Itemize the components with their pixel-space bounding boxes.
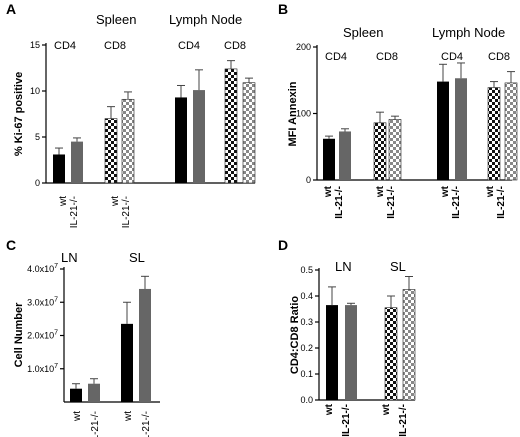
panel-b-xtick-4: IL-21-/- [386, 186, 397, 219]
panel-a-bar-1 [53, 154, 65, 183]
panel-b-ylabel: MFI Annexin [287, 81, 299, 146]
panel-a-subgroup-4: CD8 [224, 40, 246, 52]
panel-b-group-lymph-node: Lymph Node [432, 25, 505, 40]
panel-d-letter: D [278, 237, 288, 253]
panel-c-ytick-label-4: 1.0x107 [27, 363, 58, 374]
panel-a-group-lymph-node: Lymph Node [169, 12, 242, 27]
panel-b-bar-6 [455, 78, 467, 180]
panel-b-xtick-3: wt [375, 185, 386, 198]
panel-d-ylabel: CD4:CD8 Ratio [289, 296, 301, 375]
panel-b-xtick-1: wt [323, 185, 334, 198]
panel-d-group-sl: SL [390, 259, 406, 274]
panel-c-ytick-label-1: 4.0x107 [27, 263, 58, 274]
panel-d-xtick-2: IL-21-/- [341, 404, 352, 437]
panel-d-bar-1 [326, 305, 338, 400]
panel-c-xtick-3: wt [123, 411, 134, 422]
panel-c-group-ln: LN [61, 250, 78, 265]
chart-marks: 0 5 10 15 0 100 200 4.0x107 3.0x107 2.0x107 1.0x10… [27, 40, 518, 405]
panel-a-xtick-4: IL-21-/- [121, 196, 132, 228]
panel-a-subgroup-1: CD4 [54, 40, 76, 52]
panel-b-xtick-5: wt [440, 185, 451, 198]
panel-d-group-ln: LN [335, 259, 352, 274]
panel-a-xtick-1: wt [58, 196, 69, 207]
panel-d-xtick-4: IL-21-/- [398, 404, 409, 437]
panel-a: A Spleen Lymph Node CD4 CD8 CD4 CD8 % Ki… [6, 1, 246, 228]
panel-a-bar-6 [193, 90, 205, 183]
panel-a-ytick-label-3: 10 [30, 86, 40, 96]
panel-b-subgroup-3: CD4 [441, 51, 463, 63]
panel-a-ytick-label-1: 0 [35, 178, 40, 188]
panel-c-group-sl: SL [129, 250, 145, 265]
panel-d-xtick-1: wt [324, 403, 335, 416]
panel-b-xtick-7: wt [485, 185, 496, 198]
panel-a-bar-8 [242, 82, 256, 184]
panel-c-bar-2 [88, 383, 100, 402]
panel-c-bar-3 [121, 323, 133, 402]
panel-a-ytick-label-4: 15 [30, 40, 40, 50]
panel-a-bar-2 [71, 141, 83, 183]
panel-b-bar-1 [323, 138, 335, 180]
panel-b-bar-2 [339, 131, 351, 180]
panel-d-ytick-label-5: 0.4 [300, 291, 313, 301]
panel-c-letter: C [6, 237, 16, 253]
panel-d-xtick-3: wt [381, 403, 392, 416]
panel-d-ytick-label-2: 0.1 [300, 369, 313, 379]
panel-b-bar-4 [388, 119, 402, 181]
panel-c-xtick-1: wt [72, 411, 83, 422]
panel-b-ytick-label-2: 100 [296, 109, 311, 119]
panel-a-ylabel: % Ki-67 positive [13, 72, 25, 156]
panel-a-xtick-2: IL-21-/- [69, 196, 80, 228]
panel-a-subgroup-3: CD4 [178, 40, 200, 52]
panel-a-xtick-3: wt [110, 196, 121, 207]
panel-d-ytick-label-4: 0.3 [300, 317, 313, 327]
panel-c-bar-1 [70, 388, 82, 402]
panel-c: C LN SL Cell Number wt IL-21-/- wt IL-21… [6, 237, 152, 437]
panel-b-xtick-8: IL-21-/- [496, 186, 507, 219]
panel-b-bar-8 [504, 82, 518, 181]
panel-a-bar-3 [104, 118, 118, 184]
panel-c-bar-4 [139, 288, 151, 402]
panel-b-bar-3 [373, 122, 387, 181]
panel-b-subgroup-2: CD8 [376, 51, 398, 63]
panel-d: D LN SL CD4:CD8 Ratio wt IL-21-/- wt IL-… [278, 237, 409, 437]
panel-a-subgroup-2: CD8 [104, 40, 126, 52]
panel-b-ytick-label-3: 200 [296, 42, 311, 52]
panel-d-bar-3 [384, 307, 398, 401]
panel-c-ylabel: Cell Number [13, 302, 25, 368]
panel-b-letter: B [278, 1, 288, 17]
panel-b-ytick-label-1: 0 [306, 175, 311, 185]
panel-b-subgroup-1: CD4 [325, 51, 347, 63]
panel-d-ytick-label-6: 0.5 [300, 265, 313, 275]
panel-d-ytick-label-1: 0.0 [300, 395, 313, 405]
panel-a-bar-7 [224, 68, 238, 184]
panel-b-subgroup-4: CD8 [488, 51, 510, 63]
panel-b-bar-5 [437, 81, 449, 180]
panel-c-xtick-4: IL-21-/- [141, 411, 152, 437]
panel-b-bar-7 [487, 87, 501, 181]
panel-a-bar-5 [175, 97, 187, 183]
panel-b-xtick-6: IL-21-/- [451, 186, 462, 219]
panel-d-bar-2 [345, 305, 357, 400]
panel-b-xtick-2: IL-21-/- [334, 186, 345, 219]
panel-a-ytick-label-2: 5 [35, 132, 40, 142]
panel-c-ytick-label-2: 3.0x107 [27, 296, 58, 307]
panel-d-bar-4 [402, 289, 416, 401]
panel-c-ytick-label-3: 2.0x107 [27, 330, 58, 341]
panel-c-xtick-2: IL-21-/- [90, 411, 101, 437]
panel-a-letter: A [6, 1, 16, 17]
panel-a-group-spleen: Spleen [96, 12, 136, 27]
panel-d-ytick-label-3: 0.2 [300, 343, 313, 353]
panel-b: B Spleen Lymph Node CD4 CD8 CD4 CD8 MFI … [278, 1, 510, 219]
panel-a-bar-4 [121, 98, 135, 184]
panel-b-group-spleen: Spleen [343, 25, 383, 40]
